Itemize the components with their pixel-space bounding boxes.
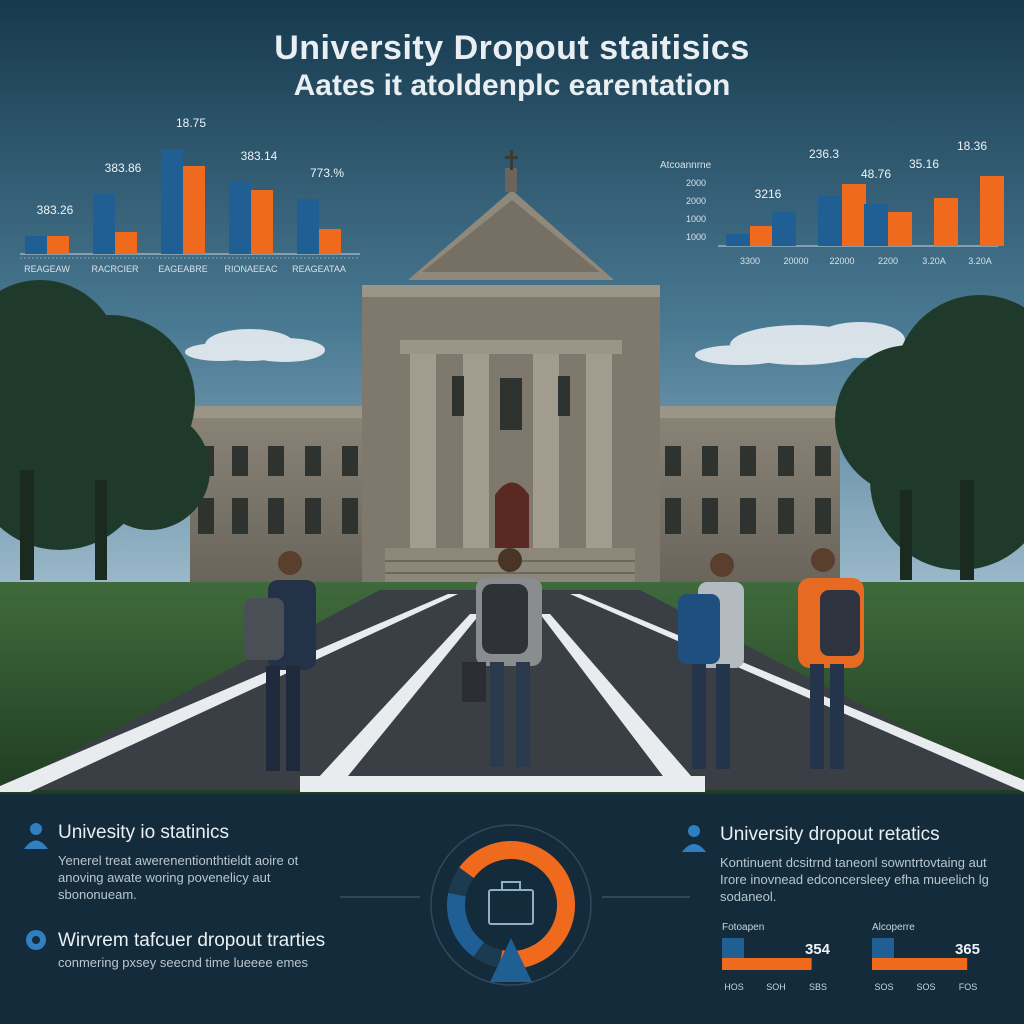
y-tick-label: 1000 <box>686 214 706 224</box>
tick-label: 22000 <box>829 256 854 266</box>
tick-label: REAGEAW <box>24 264 70 274</box>
tick-label: SOH <box>766 982 786 992</box>
data-label: 48.76 <box>861 167 891 181</box>
bar <box>934 198 958 246</box>
mini-chart-value: 365 <box>955 941 980 958</box>
student-1 <box>244 551 316 771</box>
tick-label: 3300 <box>740 256 760 266</box>
tick-label: 2200 <box>878 256 898 266</box>
panel-title: Wirvrem tafcuer dropout trarties <box>58 930 326 951</box>
mini-chart-value: 354 <box>805 941 831 958</box>
tick-label: RIONAEEAC <box>224 264 278 274</box>
panel-body: Yenerel treat awerenentionthtieldt aoire… <box>58 852 358 903</box>
trees-right <box>835 295 1024 580</box>
bar <box>722 958 812 970</box>
bar <box>750 226 774 246</box>
bar <box>93 194 115 254</box>
panel-title: University dropout retatics <box>720 824 940 845</box>
bar <box>772 212 796 246</box>
data-label: 383.86 <box>105 161 142 175</box>
arrow-up-icon <box>490 938 532 982</box>
page-subtitle: Aates it atoldenplc earentation <box>293 69 731 102</box>
mini-chart-2: Alcoperre 365 SOS SOS FOS <box>872 922 980 992</box>
bar <box>818 196 842 246</box>
tick-label: SOS <box>916 982 935 992</box>
bar <box>25 236 47 254</box>
panel-line: Kontinuent dcsitrnd taneonl sowntrtovtai… <box>720 855 987 870</box>
panel-line: Irore inovnead edconcersleey efha mueeli… <box>720 872 989 887</box>
y-axis-label: Atcoannrne <box>660 160 712 171</box>
tick-label: REAGEATAA <box>292 264 346 274</box>
chart-right: Atcoannrne 2000 2000 1000 1000 3300 20000 22000… <box>660 139 1004 266</box>
data-label: 383.14 <box>241 149 278 163</box>
panel-body: Kontinuent dcsitrnd taneonl sowntrtovtai… <box>720 854 1015 905</box>
gear-icon <box>26 930 46 950</box>
ring-orange-arc <box>459 841 575 969</box>
cloud-right <box>695 322 905 365</box>
tick-label: 20000 <box>783 256 808 266</box>
y-tick-label: 1000 <box>686 232 706 242</box>
bar <box>319 229 341 254</box>
data-label: 773.% <box>310 166 344 180</box>
panel-line: sodaneol. <box>720 889 777 904</box>
tick-label: FOS <box>959 982 978 992</box>
panel-line: conmering pxsey seecnd time lueeee emes <box>58 955 309 970</box>
panel-line: Yenerel treat awerenentionthtieldt aoire… <box>58 853 299 868</box>
bar <box>47 236 69 254</box>
tick-label: EAGEABRE <box>158 264 208 274</box>
mini-chart-label: Fotoapen <box>722 922 764 933</box>
walkway <box>0 590 1024 790</box>
tick-label: RACRCIER <box>91 264 139 274</box>
bar <box>183 166 205 254</box>
data-label: 236.3 <box>809 147 839 161</box>
bar <box>864 204 888 246</box>
panel-left-top: Univesity io statinics Yenerel treat awe… <box>58 822 358 903</box>
bar <box>297 199 319 254</box>
cloud-left <box>185 329 325 362</box>
tick-label: SBS <box>809 982 827 992</box>
tick-label: 3.20A <box>968 256 992 266</box>
tick-label: 3.20A <box>922 256 946 266</box>
bar <box>229 182 251 254</box>
student-2 <box>462 548 542 767</box>
tick-label: HOS <box>724 982 744 992</box>
panel-left-bottom: Wirvrem tafcuer dropout trarties conmeri… <box>58 930 378 971</box>
y-tick-label: 2000 <box>686 178 706 188</box>
student-3 <box>678 553 744 769</box>
person-icon <box>682 825 706 852</box>
panel-line: sbononueam. <box>58 887 137 902</box>
panel-right-top: University dropout retatics Kontinuent d… <box>720 824 1015 905</box>
chart-left: REAGEAW 383.26 RACRCIER 383.86 EAGEABRE 18.75… <box>20 116 360 274</box>
progress-ring <box>340 824 690 986</box>
data-label: 383.26 <box>37 203 74 217</box>
student-4 <box>798 548 864 769</box>
data-label: 3216 <box>755 187 782 201</box>
panel-line: anoving awate woring povenelicy aut <box>58 870 271 885</box>
ring-blue-arc <box>447 893 485 957</box>
panel-title: Univesity io statinics <box>58 822 230 843</box>
bar <box>980 176 1004 246</box>
bar <box>842 184 866 246</box>
trees-left <box>0 280 210 580</box>
person-icon <box>24 823 48 849</box>
bar <box>251 190 273 254</box>
briefcase-icon <box>488 881 534 925</box>
page-title: University Dropout staitisics <box>274 29 750 67</box>
header: University Dropout staitisics Aates it a… <box>0 28 1024 104</box>
data-label: 18.75 <box>176 116 206 130</box>
bar <box>726 234 750 246</box>
mini-chart-label: Alcoperre <box>872 922 915 933</box>
data-label: 35.16 <box>909 157 939 171</box>
y-tick-label: 2000 <box>686 196 706 206</box>
bar <box>888 212 912 246</box>
bar <box>872 958 968 970</box>
tick-label: SOS <box>874 982 893 992</box>
bar <box>115 232 137 254</box>
bar <box>161 149 183 254</box>
data-label: 18.36 <box>957 139 987 153</box>
mini-chart-1: Fotoapen 354 HOS SOH SBS <box>722 922 831 992</box>
walkway-lines <box>0 594 1024 792</box>
